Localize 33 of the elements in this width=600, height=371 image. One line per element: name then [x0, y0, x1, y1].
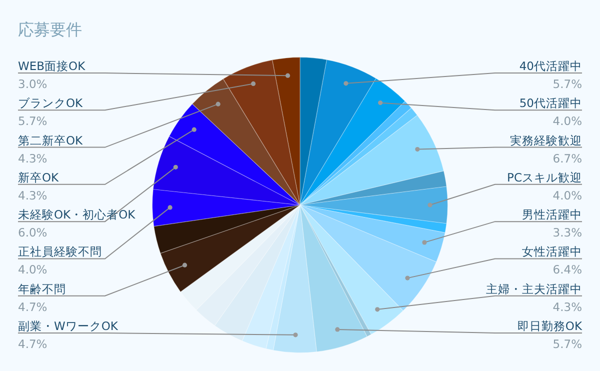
data-label: 5.7% [552, 337, 582, 351]
slice-label: 40代活躍中 [519, 59, 582, 73]
slice-label: PCスキル歓迎 [507, 170, 582, 184]
data-label: 3.0% [18, 77, 48, 91]
slice-label: 副業・WワークOK [18, 319, 118, 333]
slice-label: 未経験OK・初心者OK [18, 208, 136, 222]
data-label: 4.0% [18, 262, 48, 277]
data-label: 6.4% [552, 262, 582, 277]
slice-label: 女性活躍中 [522, 244, 582, 259]
data-label: 3.3% [552, 226, 582, 240]
slice-label: ブランクOK [18, 96, 84, 110]
chart-title: 応募要件 [18, 20, 82, 41]
data-label: 6.7% [552, 151, 582, 166]
slice-label: 男性活躍中 [522, 208, 582, 222]
data-label: 4.0% [552, 114, 582, 128]
data-label: 5.7% [18, 114, 48, 128]
data-label: 4.3% [18, 151, 48, 166]
data-label: 4.3% [18, 188, 48, 202]
slice-label: 即日勤務OK [517, 319, 582, 333]
data-label: 4.7% [18, 337, 48, 351]
slice-label: 新卒OK [18, 170, 60, 184]
slice-label: 実務経験歓迎 [510, 133, 582, 148]
data-label: 4.0% [552, 188, 582, 202]
data-label: 4.7% [18, 300, 48, 314]
slice-label: WEB面接OK [18, 59, 86, 73]
data-label: 6.0% [18, 226, 48, 240]
slice-label: 年齢不問 [18, 282, 66, 296]
slice-label: 第二新卒OK [18, 133, 84, 148]
data-label: 4.3% [552, 300, 582, 314]
slice-label: 正社員経験不問 [18, 244, 102, 259]
slice-label: 50代活躍中 [519, 96, 582, 110]
data-label: 5.7% [552, 77, 582, 91]
slice-label: 主婦・主夫活躍中 [486, 282, 582, 296]
